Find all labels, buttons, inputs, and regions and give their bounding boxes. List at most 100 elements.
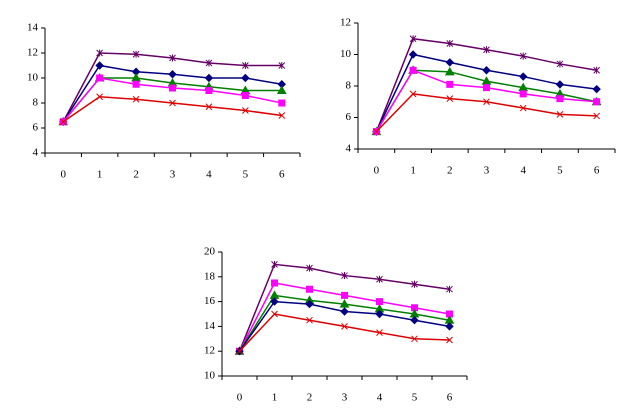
data-point [445, 322, 454, 331]
data-point [593, 66, 600, 74]
data-point [278, 99, 286, 107]
y-tick-label: 12 [27, 47, 38, 59]
data-point [340, 307, 349, 316]
data-point [204, 73, 214, 83]
y-tick-label: 12 [204, 345, 215, 357]
data-point [409, 35, 417, 43]
data-point [278, 62, 286, 69]
data-point [411, 335, 418, 343]
data-point [269, 290, 280, 299]
data-point [242, 62, 249, 69]
data-point [132, 95, 140, 103]
data-point [446, 336, 453, 344]
x-tick-label: 0 [237, 392, 243, 404]
x-tick-label: 0 [374, 165, 380, 177]
data-point [446, 310, 453, 318]
x-tick-label: 3 [484, 165, 490, 177]
data-point [593, 112, 600, 120]
data-point [411, 280, 418, 288]
data-point [482, 66, 491, 75]
data-point [341, 291, 348, 299]
y-tick-label: 14 [27, 22, 39, 34]
data-point [556, 110, 564, 118]
data-point [169, 54, 176, 62]
y-tick-label: 12 [340, 17, 351, 29]
data-point [96, 93, 103, 101]
data-point [408, 50, 418, 59]
data-point [519, 72, 528, 81]
data-point [446, 80, 454, 88]
data-point [169, 84, 176, 92]
data-point [519, 104, 527, 112]
data-point [96, 49, 103, 57]
x-tick-label: 5 [557, 165, 563, 177]
x-tick-label: 3 [342, 392, 348, 404]
data-point [305, 299, 314, 309]
x-tick-label: 2 [133, 169, 139, 181]
data-point [341, 323, 348, 330]
data-point [519, 90, 527, 98]
data-point [169, 99, 176, 107]
data-point [132, 50, 140, 58]
data-point [236, 347, 243, 355]
y-tick-label: 4 [346, 143, 352, 155]
data-point [446, 95, 454, 102]
x-tick-label: 0 [60, 169, 66, 181]
x-tick-label: 5 [243, 169, 249, 181]
x-tick-label: 1 [410, 165, 416, 177]
data-point [593, 98, 601, 106]
data-point [556, 60, 564, 68]
data-point [205, 103, 213, 111]
data-point [278, 112, 286, 119]
data-point [519, 52, 527, 60]
data-point [375, 309, 384, 319]
data-point [132, 80, 140, 88]
x-tick-label: 6 [447, 392, 453, 404]
y-tick-label: 10 [27, 72, 39, 84]
data-point [306, 264, 313, 272]
data-point [444, 66, 455, 76]
data-point [306, 316, 313, 324]
data-point [555, 80, 565, 89]
y-tick-label: 10 [340, 48, 352, 60]
data-point [271, 310, 278, 318]
x-tick-label: 1 [272, 392, 278, 404]
y-tick-label: 10 [204, 370, 216, 382]
y-tick-label: 16 [204, 295, 216, 307]
data-point [409, 66, 417, 74]
x-tick-label: 2 [307, 392, 313, 404]
y-tick-label: 8 [346, 80, 352, 92]
series-line [62, 95, 282, 123]
y-tick-label: 6 [346, 111, 352, 123]
data-point [241, 73, 250, 83]
data-point [409, 90, 417, 98]
data-point [168, 70, 177, 79]
y-tick-label: 8 [33, 97, 39, 109]
x-tick-label: 4 [206, 169, 212, 181]
x-tick-label: 6 [279, 169, 285, 181]
y-tick-label: 6 [33, 122, 39, 134]
data-point [483, 84, 490, 92]
data-point [445, 58, 454, 67]
data-point [59, 118, 67, 126]
x-tick-label: 3 [170, 169, 176, 181]
data-point [376, 275, 383, 283]
data-point [556, 95, 564, 103]
data-point [341, 272, 348, 280]
data-point [205, 59, 213, 67]
data-point [96, 74, 104, 82]
x-tick-label: 1 [97, 169, 103, 181]
data-point [376, 329, 383, 336]
data-point [446, 39, 454, 47]
x-tick-label: 2 [447, 165, 453, 177]
y-tick-label: 14 [204, 320, 216, 332]
data-point [483, 46, 490, 54]
x-tick-label: 4 [520, 165, 526, 177]
data-point [411, 304, 418, 312]
y-tick-label: 4 [33, 147, 39, 159]
data-point [95, 61, 104, 70]
y-tick-label: 20 [204, 246, 216, 258]
x-tick-label: 5 [412, 392, 418, 404]
data-point [306, 285, 313, 293]
